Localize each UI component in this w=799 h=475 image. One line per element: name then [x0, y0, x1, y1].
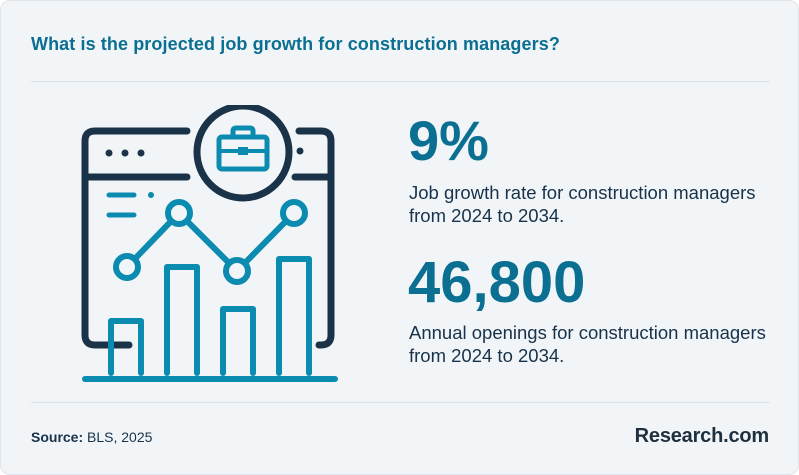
briefcase-circle [193, 105, 293, 202]
stat-openings-description: Annual openings for construction manager… [409, 322, 766, 366]
page-title: What is the projected job growth for con… [31, 34, 560, 54]
trend-point [280, 199, 308, 227]
chart-bar [164, 264, 200, 376]
briefcase-handle [230, 125, 256, 140]
growth-chart-with-briefcase-icon [81, 105, 338, 382]
top-divider [31, 81, 770, 82]
bottom-divider [31, 402, 770, 403]
source-citation: Source: BLS, 2025 [31, 429, 152, 445]
source-text: BLS, 2025 [87, 429, 153, 445]
stat-openings-value: 46,800 [408, 250, 586, 315]
chart-bar [108, 318, 144, 376]
window-frame-right [295, 127, 335, 349]
stat-growth-value: 9% [408, 109, 489, 172]
trend-point [223, 257, 251, 285]
text-dot [148, 192, 154, 198]
brand-logo[interactable]: Research.com [634, 425, 770, 447]
trend-point [165, 199, 193, 227]
window-dot [296, 147, 304, 155]
trend-line [124, 210, 297, 274]
window-dot [137, 149, 145, 157]
window-dot [121, 149, 129, 157]
stat-growth-description: Job growth rate for construction manager… [409, 182, 756, 226]
chart-bar [276, 256, 312, 376]
chart-bar [220, 306, 256, 376]
window-frame [81, 127, 191, 349]
trend-point [113, 253, 141, 281]
window-dot [105, 149, 113, 157]
briefcase-clasp [238, 147, 248, 155]
source-label: Source: [31, 429, 84, 445]
